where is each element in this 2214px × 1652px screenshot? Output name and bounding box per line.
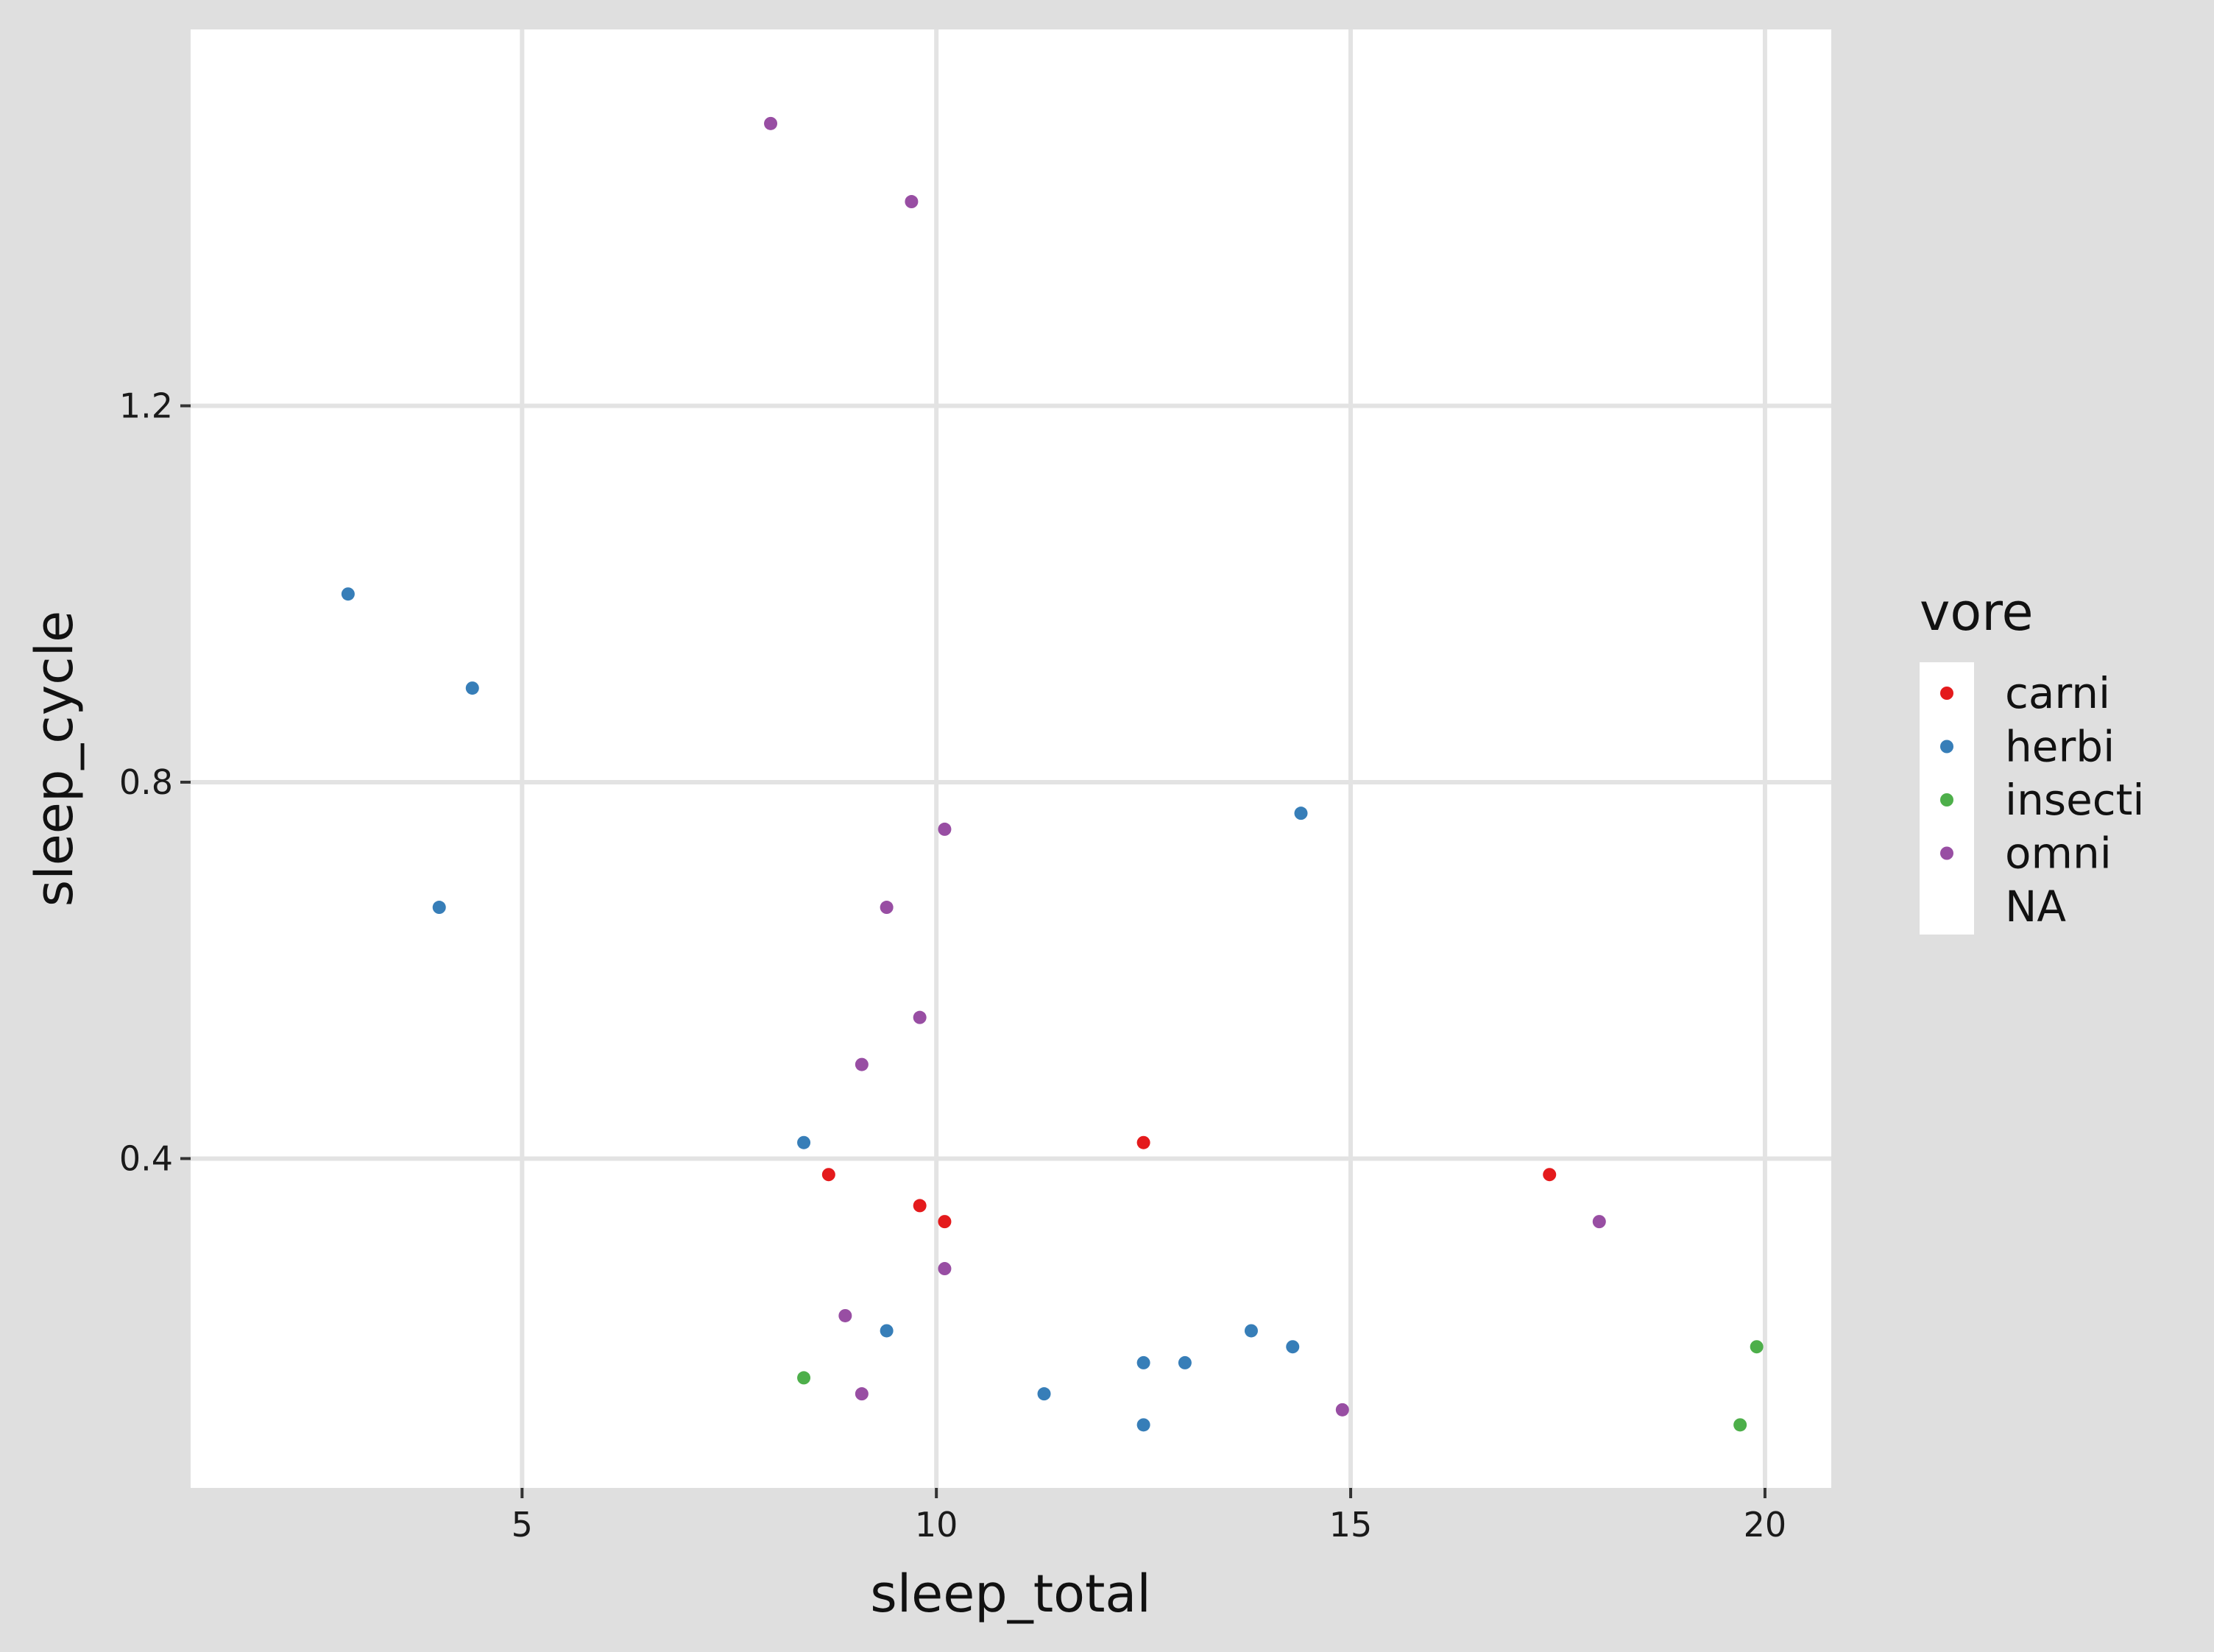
data-point-omni	[1335, 1403, 1349, 1417]
grid	[191, 29, 1831, 1488]
data-points	[341, 116, 1764, 1432]
data-point-herbi	[1244, 1324, 1258, 1338]
legend-label: herbi	[2005, 722, 2115, 772]
x-axis-title: sleep_total	[870, 1564, 1151, 1624]
data-point-carni	[1136, 1135, 1150, 1149]
data-point-omni	[855, 1387, 869, 1401]
y-tick-label: 0.8	[119, 762, 173, 802]
data-point-herbi	[1286, 1340, 1300, 1354]
data-point-herbi	[1178, 1355, 1192, 1369]
data-point-carni	[1543, 1168, 1557, 1182]
data-point-insecti	[1750, 1340, 1764, 1354]
x-tick-label: 15	[1329, 1505, 1373, 1545]
data-point-omni	[938, 1262, 952, 1276]
legend-key-herbi	[1940, 740, 1953, 754]
plot-panel	[191, 29, 1831, 1488]
x-tick-label: 10	[915, 1505, 958, 1545]
y-tick-label: 0.4	[119, 1138, 173, 1178]
data-point-insecti	[797, 1371, 811, 1385]
legend-key-insecti	[1940, 793, 1953, 806]
data-point-herbi	[1294, 806, 1308, 820]
legend-label: insecti	[2005, 775, 2145, 825]
legend-label: omni	[2005, 829, 2112, 879]
x-tick-label: 20	[1744, 1505, 1787, 1545]
data-point-herbi	[465, 681, 479, 695]
y-axis-title: sleep_cycle	[24, 611, 85, 907]
data-point-omni	[938, 822, 952, 836]
data-point-herbi	[797, 1135, 811, 1149]
legend-label: NA	[2005, 882, 2066, 932]
data-point-omni	[880, 901, 894, 915]
y-tick-label: 1.2	[119, 386, 173, 425]
legend-title: vore	[1920, 582, 2034, 642]
data-point-herbi	[432, 901, 446, 915]
data-point-herbi	[1037, 1387, 1051, 1401]
data-point-omni	[1592, 1215, 1606, 1229]
data-point-omni	[905, 195, 919, 209]
data-point-omni	[855, 1057, 869, 1071]
data-point-herbi	[1136, 1418, 1150, 1432]
data-point-omni	[913, 1010, 927, 1024]
data-point-carni	[913, 1199, 927, 1213]
data-point-herbi	[341, 587, 355, 601]
data-point-herbi	[880, 1324, 894, 1338]
legend-key-carni	[1940, 687, 1953, 700]
data-point-carni	[938, 1215, 952, 1229]
data-point-omni	[764, 116, 778, 130]
axes: 5 10 15 20 0.4 0.8 1.2	[119, 386, 1786, 1545]
legend-label: carni	[2005, 668, 2110, 718]
x-tick-label: 5	[512, 1505, 533, 1545]
data-point-herbi	[1136, 1355, 1150, 1369]
legend-key-omni	[1940, 846, 1953, 860]
data-point-omni	[838, 1308, 852, 1322]
data-point-insecti	[1733, 1418, 1747, 1432]
data-point-carni	[821, 1168, 835, 1182]
